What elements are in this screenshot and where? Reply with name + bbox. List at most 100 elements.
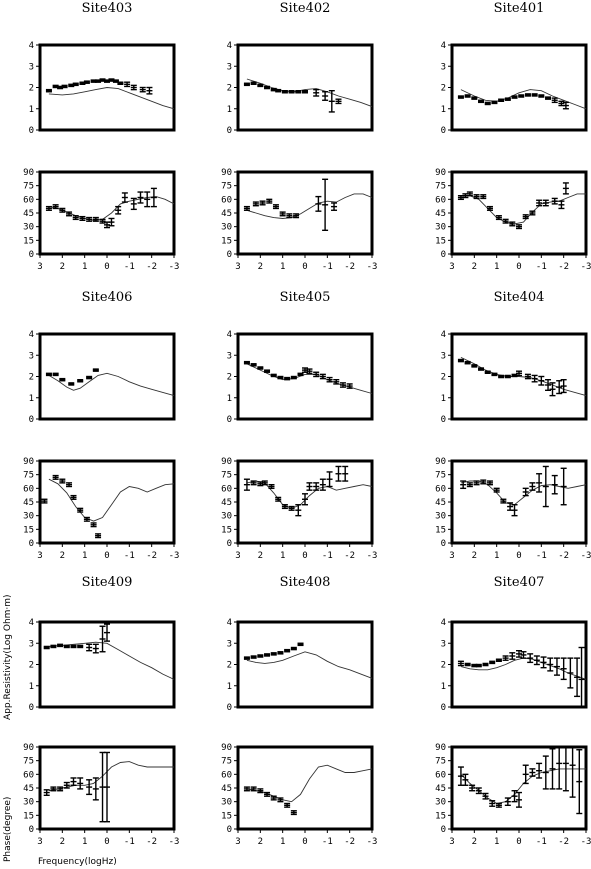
resistivity-observed-point [50, 644, 57, 649]
phase-y-tick-label: 75 [23, 471, 34, 481]
resistivity-plot: 0 1 2 3 4 [441, 330, 588, 425]
phase-observed-point [90, 522, 97, 528]
phase-observed-point [551, 197, 558, 205]
resistivity-observed-point [524, 93, 531, 97]
phase-observed-point [266, 198, 273, 204]
phase-y-tick-label: 90 [435, 457, 446, 467]
phase-plot: 0 15 30 45 60 75 90 3 2 1 0 -1 -2 -3 [435, 743, 591, 847]
phase-plot: 0 15 30 45 60 75 90 3 2 1 0 -1 -2 -3 [23, 457, 179, 561]
phase-observed-point [115, 205, 122, 215]
phase-observed-point [306, 482, 313, 491]
x-tick-label: 3 [235, 551, 240, 561]
resistivity-y-tick-label: 4 [441, 41, 446, 51]
x-tick-label: 3 [235, 262, 240, 272]
phase-observed-point [529, 768, 536, 777]
phase-y-tick-label: 15 [23, 525, 34, 535]
resistivity-model-curve [246, 78, 373, 108]
resistivity-observed-point [346, 383, 353, 389]
resistivity-y-tick-label: 2 [29, 84, 34, 94]
resistivity-observed-point [277, 375, 284, 380]
phase-observed-point [522, 214, 529, 220]
phase-y-tick-label: 30 [23, 512, 34, 522]
resistivity-observed-point [322, 91, 329, 101]
phase-y-tick-label: 15 [221, 811, 232, 821]
frequency-axis-label: Frequency(logHz) [38, 857, 117, 867]
x-tick-label: -3 [169, 551, 180, 561]
resistivity-observed-point [478, 367, 485, 371]
site-title: Site404 [494, 290, 545, 305]
phase-y-tick-label: 15 [23, 236, 34, 246]
site-title: Site408 [280, 575, 331, 590]
resistivity-observed-point [471, 364, 478, 368]
resistivity-y-tick-label: 1 [227, 682, 232, 692]
phase-observed-point [66, 211, 73, 217]
phase-y-tick-label: 60 [435, 484, 446, 494]
x-tick-label: -3 [367, 262, 378, 272]
resistivity-observed-point [275, 88, 282, 93]
x-tick-label: 3 [449, 262, 454, 272]
resistivity-observed-point [139, 86, 146, 93]
resistivity-y-tick-label: 1 [441, 394, 446, 404]
phase-observed-point [43, 789, 50, 796]
resistivity-y-tick-label: 2 [29, 373, 34, 383]
phase-observed-point [516, 224, 522, 230]
resistivity-y-tick-label: 0 [227, 126, 232, 136]
phase-observed-point [502, 218, 509, 224]
phase-model-curve [246, 193, 373, 219]
x-tick-label: 0 [516, 551, 521, 561]
resistivity-observed-point [86, 375, 93, 380]
x-tick-label: -1 [124, 837, 135, 847]
x-tick-label: -1 [322, 837, 333, 847]
resistivity-observed-point [68, 382, 75, 386]
x-tick-label: 2 [258, 262, 263, 272]
x-tick-label: 0 [302, 837, 307, 847]
x-tick-label: -1 [536, 837, 547, 847]
phase-observed-point [243, 478, 250, 491]
resistivity-observed-point [491, 100, 498, 105]
resistivity-y-tick-label: 1 [29, 394, 34, 404]
resistivity-observed-point [560, 378, 567, 394]
phase-observed-point [536, 199, 543, 207]
phase-observed-point [509, 221, 516, 227]
resistivity-observed-point [290, 375, 297, 380]
resistivity-observed-point [547, 657, 554, 672]
resistivity-y-tick-label: 3 [441, 62, 446, 72]
x-tick-label: 2 [472, 262, 477, 272]
x-tick-label: 0 [104, 837, 109, 847]
phase-observed-point [529, 210, 536, 216]
phase-y-tick-label: 0 [29, 825, 34, 835]
phase-y-tick-label: 60 [23, 770, 34, 780]
phase-observed-point [315, 195, 322, 212]
phase-observed-point [576, 749, 583, 815]
resistivity-observed-point [264, 653, 271, 657]
x-tick-label: -1 [322, 551, 333, 561]
phase-observed-point [243, 205, 250, 211]
phase-observed-point [259, 200, 266, 206]
site-panel: Site405 0 1 2 3 4 0 15 30 45 60 75 90 3 2 1 0 -1 -2 -3 [221, 290, 377, 561]
resistivity-y-tick-label: 1 [227, 105, 232, 115]
phase-y-tick-label: 0 [441, 825, 446, 835]
resistivity-observed-point [484, 370, 491, 375]
phase-observed-point [104, 221, 110, 229]
phase-y-tick-label: 15 [23, 811, 34, 821]
x-tick-label: 3 [37, 551, 42, 561]
phase-observed-point [281, 504, 288, 510]
resistivity-observed-point [45, 372, 52, 377]
phase-plot-frame [38, 170, 176, 256]
resistivity-observed-point [509, 652, 516, 660]
resistivity-observed-point [457, 358, 464, 363]
resistivity-observed-point [511, 95, 518, 99]
resistivity-observed-point [59, 377, 66, 382]
phase-observed-point [284, 802, 291, 808]
resistivity-y-tick-label: 4 [227, 41, 232, 51]
phase-observed-point [104, 751, 110, 823]
phase-observed-point [457, 766, 464, 786]
resistivity-observed-point [502, 655, 509, 661]
resistivity-observed-point [545, 96, 552, 100]
resistivity-y-tick-label: 1 [29, 105, 34, 115]
phase-observed-point [522, 487, 529, 497]
site-title: Site405 [280, 290, 331, 305]
phase-observed-point [257, 788, 264, 794]
resistivity-observed-point [549, 382, 556, 397]
resistivity-observed-point [117, 81, 124, 86]
